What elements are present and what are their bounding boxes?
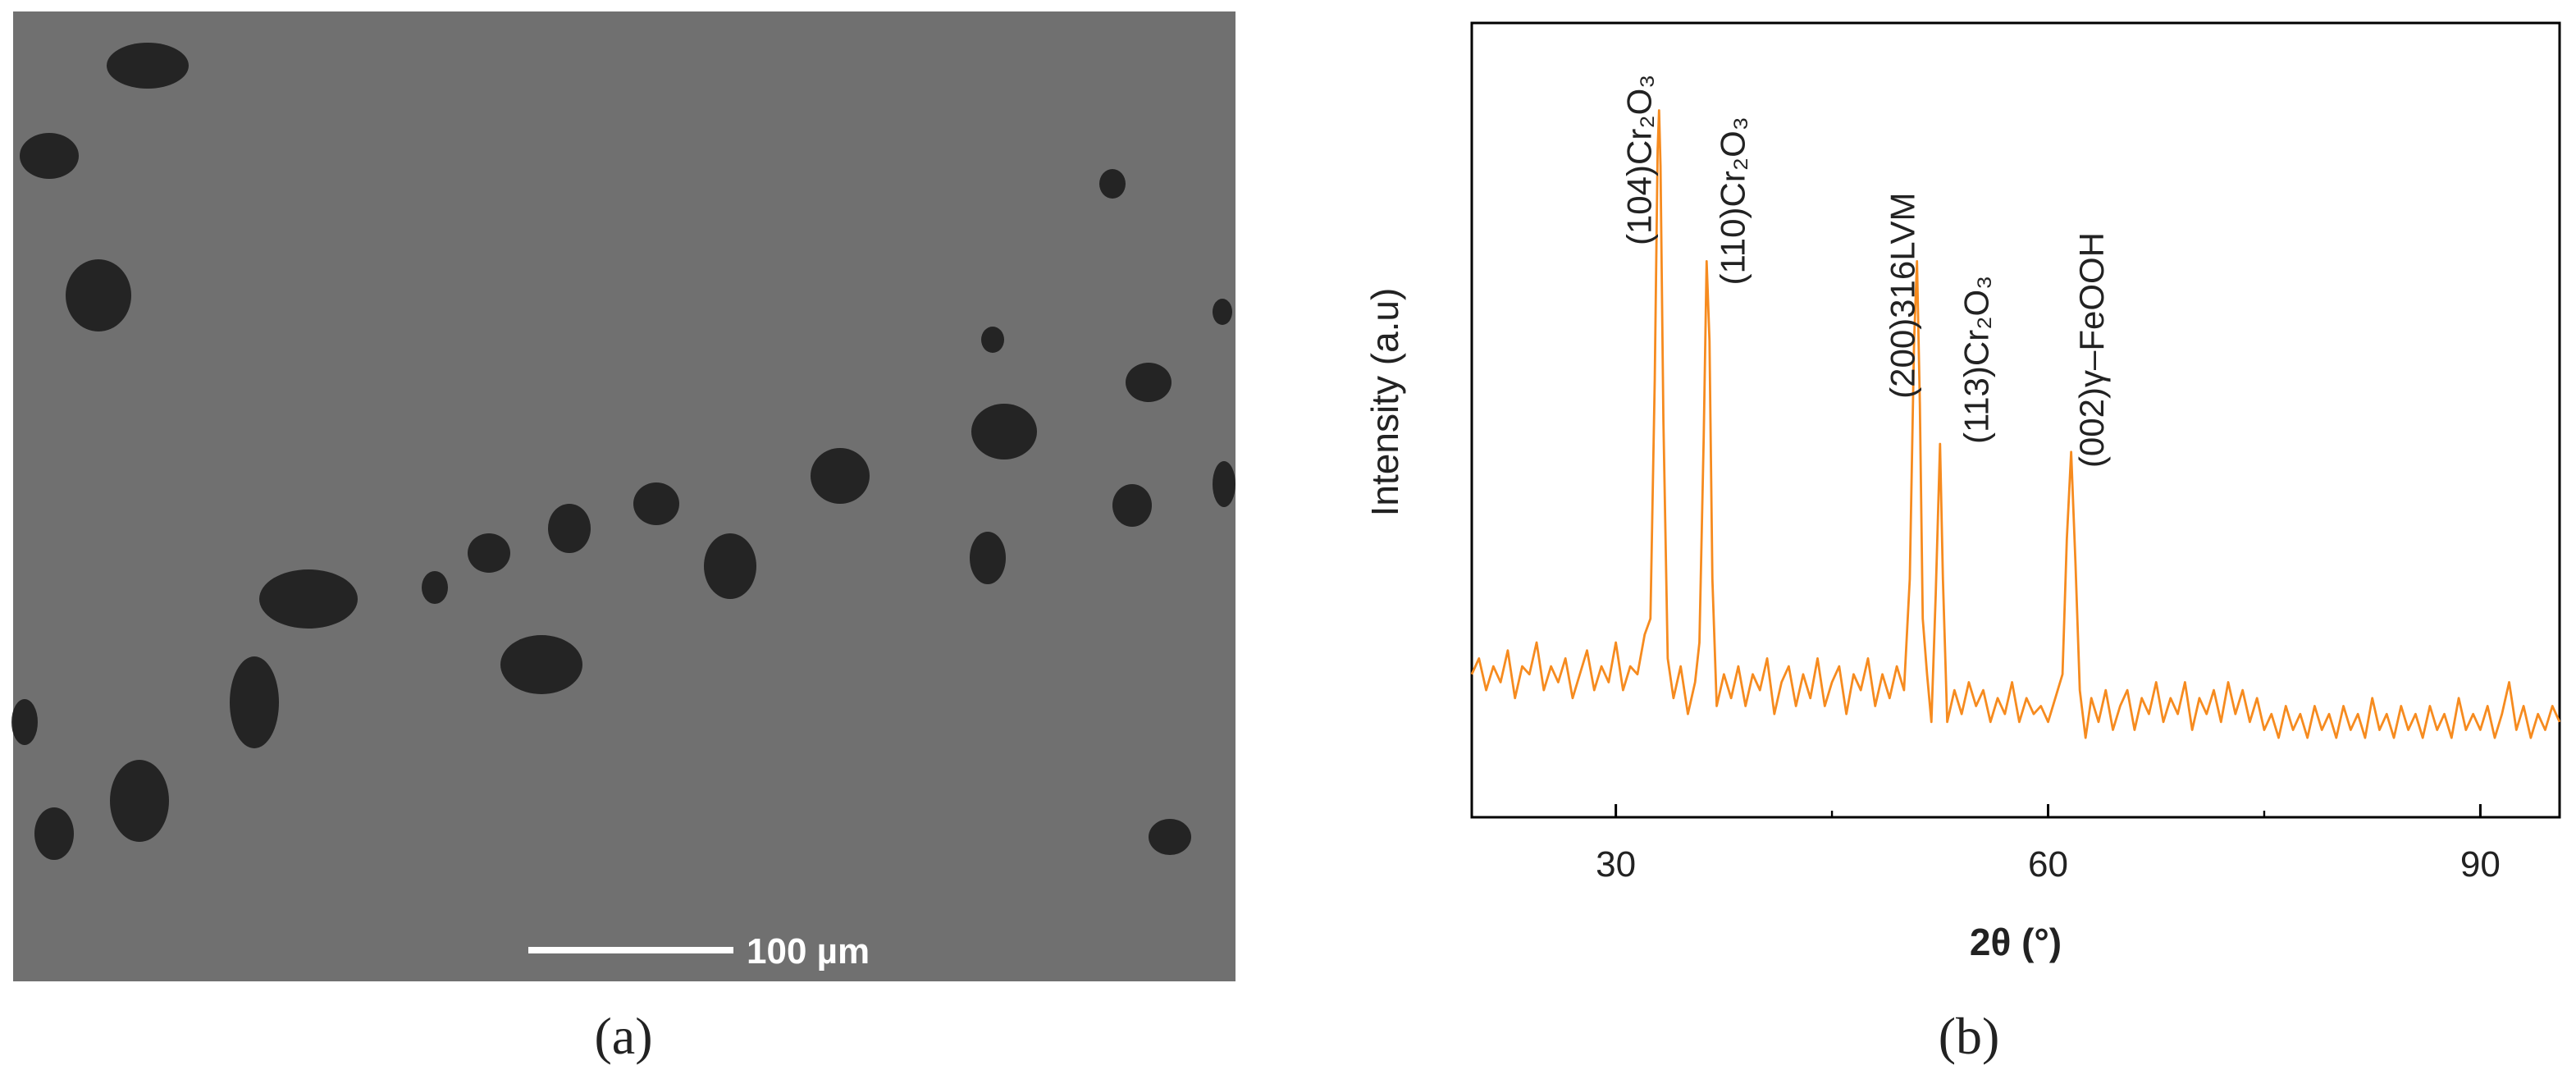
x-tick-label: 90 (2460, 844, 2501, 885)
scale-bar-label: 100 µm (747, 931, 870, 972)
peak-label: (104)Cr₂O₃ (1619, 75, 1658, 245)
peak-label: (002)γ–FeOOH (2072, 232, 2111, 468)
plot-frame (1470, 21, 2561, 819)
x-tick-label: 60 (2028, 844, 2068, 885)
panel-caption: (a) (594, 1007, 652, 1065)
peak-label: (200)316LVM (1884, 192, 1922, 398)
y-axis-label: Intensity (a.u) (1363, 288, 1406, 517)
sem-background (13, 11, 1235, 981)
xrd-line (1470, 109, 2561, 739)
peak-label: (113)Cr₂O₃ (1957, 276, 1995, 444)
x-axis-label: 2θ (°) (1970, 921, 2062, 963)
x-tick-label: 30 (1596, 844, 1636, 885)
panel-caption: (b) (1939, 1007, 2000, 1065)
xrd-chart: 30 60 90 2θ (°) Intensity (a.u) (b) (104)Cr₂O₃… (1363, 21, 2561, 1065)
sem-features (11, 43, 1235, 860)
sem-image: 100 µm (11, 11, 1235, 981)
peak-label: (110)Cr₂O₃ (1713, 117, 1752, 285)
